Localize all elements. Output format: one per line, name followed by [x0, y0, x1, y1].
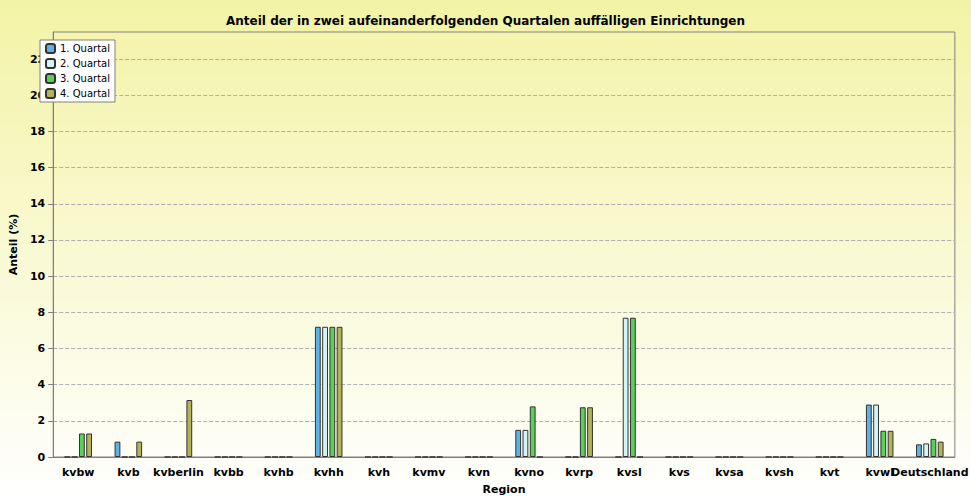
svg-text:kvberlin: kvberlin	[153, 466, 204, 479]
svg-text:1. Quartal: 1. Quartal	[60, 43, 110, 54]
svg-text:kvhb: kvhb	[264, 466, 294, 479]
svg-text:kvh: kvh	[368, 466, 390, 479]
svg-text:kvsl: kvsl	[617, 466, 642, 479]
svg-text:kvhh: kvhh	[314, 466, 344, 479]
svg-text:kvs: kvs	[669, 466, 690, 479]
svg-text:Anteil (%): Anteil (%)	[7, 214, 20, 276]
svg-text:18: 18	[30, 125, 45, 138]
svg-text:12: 12	[30, 233, 45, 246]
svg-text:kvrp: kvrp	[565, 466, 593, 479]
svg-text:2: 2	[38, 414, 46, 427]
svg-text:2. Quartal: 2. Quartal	[60, 58, 110, 69]
svg-text:14: 14	[30, 197, 46, 210]
svg-text:Region: Region	[483, 483, 526, 496]
svg-text:3. Quartal: 3. Quartal	[60, 73, 110, 84]
svg-text:0: 0	[38, 451, 46, 464]
svg-text:20: 20	[29, 88, 46, 102]
svg-text:Anteil der in zwei aufeinander: Anteil der in zwei aufeinanderfolgenden …	[226, 14, 745, 28]
svg-text:kvsa: kvsa	[715, 466, 743, 479]
svg-text:kvt: kvt	[820, 466, 840, 479]
svg-text:kvmv: kvmv	[412, 466, 446, 479]
svg-text:kvbb: kvbb	[213, 466, 243, 479]
svg-text:kvb: kvb	[117, 466, 139, 479]
svg-text:kvno: kvno	[514, 466, 544, 479]
svg-text:Deutschland: Deutschland	[891, 466, 968, 479]
svg-text:16: 16	[30, 161, 46, 174]
svg-text:10: 10	[30, 270, 46, 283]
svg-text:4. Quartal: 4. Quartal	[60, 88, 110, 99]
svg-text:kvwl: kvwl	[865, 466, 893, 479]
svg-text:kvn: kvn	[468, 466, 490, 479]
svg-text:kvsh: kvsh	[765, 466, 794, 479]
svg-text:8: 8	[38, 306, 46, 319]
svg-text:kvbw: kvbw	[62, 466, 95, 479]
svg-text:22: 22	[29, 52, 46, 66]
svg-text:4: 4	[38, 378, 46, 391]
svg-text:6: 6	[38, 342, 46, 355]
